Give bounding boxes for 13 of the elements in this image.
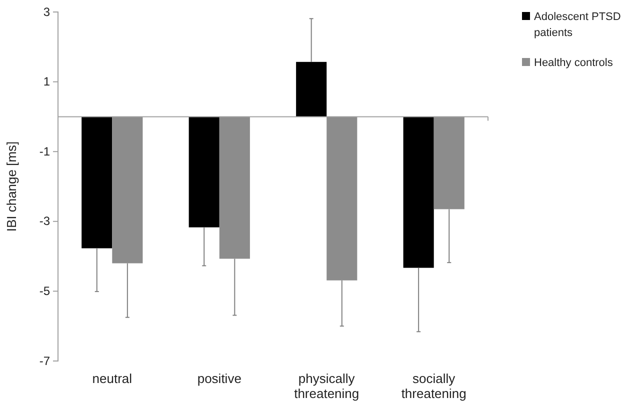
y-tick-label: -1 <box>39 144 50 158</box>
y-tick-label: -7 <box>39 354 50 368</box>
y-axis-title: IBI change [ms] <box>4 141 19 232</box>
legend-label: Healthy controls <box>534 57 614 69</box>
y-tick-label: 3 <box>43 4 50 19</box>
x-tick-label: neutral <box>92 371 132 386</box>
y-tick-label: -5 <box>39 284 50 298</box>
x-tick-label: positive <box>197 371 242 386</box>
y-tick-label: 1 <box>43 74 50 89</box>
legend-label: Adolescent PTSD patients <box>534 11 621 39</box>
y-tick-label: -3 <box>39 214 50 228</box>
x-tick-label: physically threatening <box>294 371 360 401</box>
x-tick-label: socially threatening <box>401 371 466 401</box>
